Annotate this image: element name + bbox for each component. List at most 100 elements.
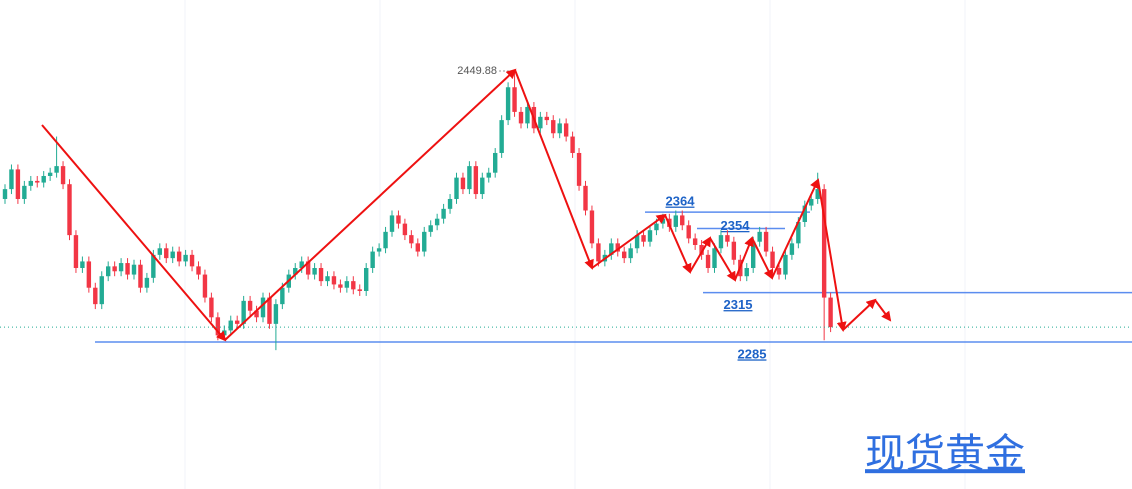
candle-body bbox=[589, 210, 595, 244]
candle-body bbox=[821, 189, 827, 298]
candle-body bbox=[454, 177, 459, 199]
candle-body bbox=[112, 266, 117, 272]
candle-body bbox=[705, 254, 711, 268]
arrow bbox=[817, 179, 847, 332]
candle-body bbox=[344, 281, 350, 288]
candle-body bbox=[686, 225, 691, 239]
candle-body bbox=[93, 287, 98, 305]
candle-body bbox=[2, 189, 8, 199]
trend-arrows bbox=[41, 68, 892, 342]
candle-body bbox=[783, 254, 788, 275]
candle-body bbox=[254, 310, 259, 318]
candle-body bbox=[241, 300, 246, 324]
candle-body bbox=[235, 320, 240, 324]
candle-body bbox=[299, 261, 304, 268]
candle-body bbox=[776, 267, 782, 275]
candle-body bbox=[364, 267, 369, 292]
candle-body bbox=[312, 267, 317, 275]
candle-body bbox=[54, 166, 59, 173]
candle-body bbox=[673, 215, 678, 227]
candle-body bbox=[9, 169, 14, 190]
candle-body bbox=[447, 198, 453, 209]
candle-body bbox=[402, 223, 408, 236]
candle-body bbox=[712, 248, 717, 268]
candle-body bbox=[770, 251, 775, 268]
candle-body bbox=[796, 221, 801, 244]
candle-body bbox=[622, 251, 627, 259]
candle-body bbox=[692, 238, 698, 245]
candle-body bbox=[518, 111, 524, 124]
candle-body bbox=[67, 184, 72, 236]
candle-body bbox=[80, 261, 85, 268]
candle-body bbox=[731, 241, 737, 260]
candle-body bbox=[486, 172, 491, 178]
candle-body bbox=[654, 223, 659, 231]
candle-body bbox=[434, 218, 440, 226]
candle-body bbox=[563, 123, 569, 137]
candle-body bbox=[267, 297, 272, 324]
levels: 2364 2354 2315 2285 bbox=[95, 194, 1132, 361]
candle-body bbox=[751, 241, 756, 268]
candle-body bbox=[247, 300, 253, 311]
candle-body bbox=[809, 198, 814, 206]
candle-body bbox=[41, 175, 46, 183]
candle-body bbox=[763, 231, 769, 252]
candle-body bbox=[422, 231, 427, 252]
candle-body bbox=[318, 267, 324, 282]
candle-body bbox=[680, 215, 685, 226]
candle-body bbox=[512, 87, 517, 112]
level-label: 2354 bbox=[721, 218, 751, 233]
candle-body bbox=[583, 185, 588, 211]
candle-body bbox=[338, 284, 343, 288]
candle-body bbox=[293, 267, 298, 275]
arrow bbox=[514, 69, 594, 270]
candle-body bbox=[144, 277, 150, 288]
arrow bbox=[709, 237, 737, 282]
candle-body bbox=[351, 281, 356, 290]
candle-body bbox=[280, 287, 285, 305]
candle-body bbox=[634, 235, 640, 249]
candle-body bbox=[718, 235, 724, 249]
arrow bbox=[734, 236, 754, 281]
candle-body bbox=[480, 177, 485, 195]
candle-body bbox=[170, 251, 175, 259]
candle-body bbox=[99, 276, 104, 305]
candle-body bbox=[357, 289, 362, 292]
candle-body bbox=[370, 251, 375, 268]
candle-body bbox=[828, 297, 833, 328]
candle-body bbox=[273, 304, 279, 324]
arrow bbox=[689, 236, 712, 273]
arrow bbox=[664, 214, 692, 274]
candle-body bbox=[35, 180, 40, 183]
candle-body bbox=[505, 87, 511, 121]
candle-body bbox=[260, 297, 266, 318]
candles: 2449.88 bbox=[0, 65, 1132, 351]
arrow bbox=[591, 213, 667, 269]
peak-label: 2449.88 bbox=[457, 65, 497, 77]
candle-body bbox=[125, 263, 130, 275]
candle-body bbox=[331, 276, 337, 285]
candle-body bbox=[47, 172, 53, 176]
candle-body bbox=[202, 274, 208, 298]
arrow bbox=[771, 178, 820, 279]
candle-body bbox=[228, 320, 233, 331]
candle-body bbox=[499, 120, 504, 153]
candle-body bbox=[409, 235, 414, 244]
arrow bbox=[842, 298, 877, 331]
watermark-title: 现货黄金 bbox=[865, 431, 1025, 476]
candle-body bbox=[576, 152, 582, 186]
arrow bbox=[41, 124, 227, 342]
candle-body bbox=[557, 123, 562, 134]
arrow bbox=[751, 237, 773, 280]
candle-body bbox=[544, 116, 549, 121]
candle-body bbox=[441, 208, 446, 219]
level-label: 2315 bbox=[724, 297, 753, 312]
candle-body bbox=[176, 251, 182, 262]
candle-body bbox=[815, 189, 820, 199]
candle-body bbox=[215, 317, 221, 336]
candle-body bbox=[138, 264, 143, 288]
candle-body bbox=[157, 248, 162, 255]
candle-body bbox=[118, 263, 124, 272]
candle-body bbox=[538, 116, 543, 129]
